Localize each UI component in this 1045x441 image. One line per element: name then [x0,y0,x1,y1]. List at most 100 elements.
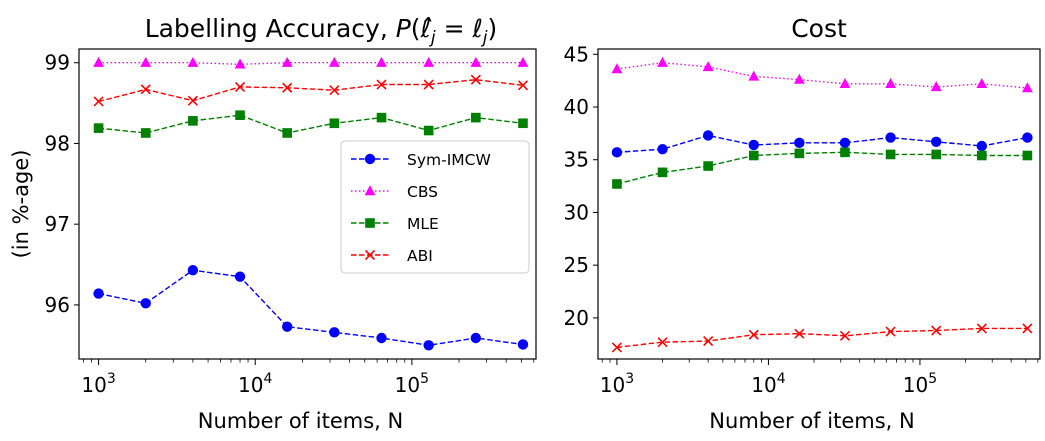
cost-ytick-label: 25 [564,253,589,277]
accuracy-legend-marker [365,218,375,228]
cost-point [931,325,942,336]
cost-point [976,140,987,152]
accuracy-point [235,110,245,120]
cost-point [748,150,759,161]
accuracy-ytick-label: 99 [45,51,70,75]
cost-point [976,150,987,161]
accuracy-point [423,79,434,90]
accuracy-legend-marker [364,153,376,165]
accuracy-legend-label: MLE [407,215,439,233]
cost-series-3-line [616,327,1028,349]
cost-point [839,77,851,88]
accuracy-xtick-label: 104 [238,371,272,397]
cost-xtick-label: 104 [751,371,785,397]
cost-point [1022,323,1033,334]
accuracy-point [187,56,199,67]
cost-point [611,63,623,74]
accuracy-series-1-line [98,62,523,66]
accuracy-point [93,288,104,299]
accuracy-legend: Sym-IMCW CBS MLE ABI [340,140,530,274]
accuracy-legend-marker [364,249,376,261]
accuracy-ylabel: (in %-age) [9,150,33,259]
cost-point [793,73,805,84]
cost-point [702,61,714,72]
accuracy-xtick-label: 105 [395,371,429,397]
accuracy-point [93,96,104,107]
cost-ytick-label: 40 [564,95,589,119]
accuracy-point [140,84,151,95]
cost-point [885,326,896,337]
cost-series-3 [611,323,1033,353]
accuracy-point [328,56,340,67]
cost-point [794,137,805,149]
cost-point [885,132,896,143]
accuracy-frame [78,48,537,360]
accuracy-point [281,321,293,332]
cost-point [748,70,760,81]
accuracy-xlabel: Number of items, N [198,409,403,433]
accuracy-point [140,128,151,138]
cost-point [976,77,988,88]
cost-point [657,56,668,67]
accuracy-point [140,298,151,309]
cost-series-0-line [616,134,1028,153]
cost-point [930,136,942,147]
cost-title: Cost [791,14,847,43]
accuracy-series-3-line [98,78,524,103]
accuracy-point [376,56,387,67]
accuracy-ytick-label: 97 [45,212,70,236]
cost-point [748,329,759,340]
accuracy-point [470,56,482,67]
accuracy-point [329,327,340,338]
cost-xlabel: Number of items, N [709,409,914,433]
cost-point [794,328,805,339]
cost-point [748,139,759,151]
accuracy-point [517,56,529,67]
accuracy-chart: Labelling Accuracy, P(ℓ̂j = ℓj) 96 97 98 99… [9,14,537,433]
accuracy-point [140,56,152,67]
cost-point [703,336,714,347]
accuracy-point [93,123,104,133]
accuracy-point [517,339,529,350]
cost-point [657,167,668,178]
accuracy-series-2-line [98,114,524,134]
cost-point [930,81,942,92]
cost-point [703,161,713,171]
accuracy-point [187,264,199,276]
cost-xtick-label: 105 [903,371,937,397]
accuracy-point [282,128,292,138]
accuracy-legend-label: Sym-IMCW [407,151,491,169]
cost-point [976,323,987,334]
accuracy-point [234,271,246,282]
cost-series-1-line [616,61,1028,89]
accuracy-point [281,56,293,67]
accuracy-point [329,85,340,96]
cost-ytick-label: 30 [564,200,589,224]
accuracy-point [93,56,104,67]
accuracy-point [423,340,434,351]
accuracy-point [517,80,529,91]
cost-series-1 [611,56,1033,93]
cost-point [794,148,805,159]
cost-xtick-label: 103 [600,371,634,397]
accuracy-point [471,112,481,123]
cost-point [931,149,941,160]
accuracy-chart-title: Labelling Accuracy, P(ℓ̂j = ℓj) [145,14,498,48]
accuracy-series-1 [93,56,529,69]
cost-series-2-line [616,151,1028,185]
accuracy-point [470,74,481,85]
accuracy-point [423,125,434,136]
cost-series-2 [612,147,1033,189]
cost-point [657,143,668,155]
cost-point [1022,150,1033,161]
accuracy-ytick-label: 98 [45,131,70,155]
accuracy-series-0 [93,264,529,351]
cost-point [611,342,622,353]
accuracy-point [282,82,293,93]
accuracy-legend-marker [364,185,376,196]
cost-point [657,337,668,348]
accuracy-point [188,116,198,126]
accuracy-series-3 [93,74,529,107]
accuracy-xtick-label: 103 [81,371,115,397]
accuracy-point [234,58,246,69]
